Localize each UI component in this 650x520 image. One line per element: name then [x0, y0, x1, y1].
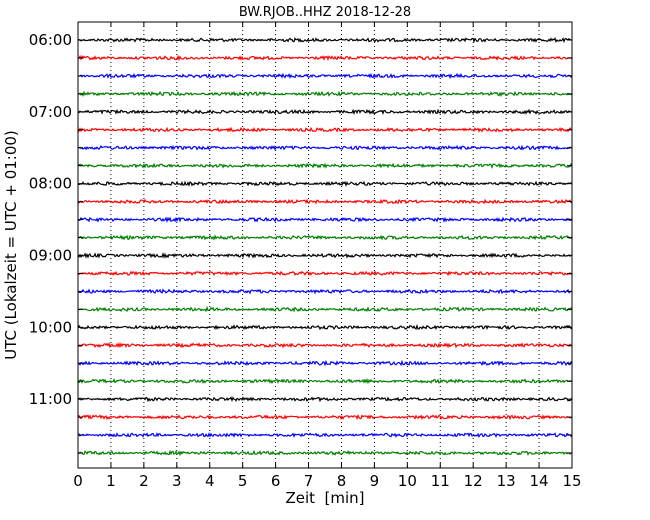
x-tick-label: 14	[530, 472, 549, 490]
seismogram-trace	[77, 126, 573, 133]
seismogram-trace	[77, 341, 573, 349]
seismogram-trace	[77, 234, 573, 241]
x-tick-label: 1	[106, 472, 116, 490]
seismogram-trace	[77, 323, 573, 331]
seismogram-trace	[77, 270, 573, 277]
y-tick-label: 08:00	[29, 175, 72, 193]
x-tick-label: 2	[139, 472, 149, 490]
x-tick-label: 4	[205, 472, 215, 490]
seismogram-trace	[77, 72, 573, 80]
seismogram-trace	[77, 413, 573, 421]
y-tick-label: 09:00	[29, 246, 72, 264]
x-tick-label: 12	[464, 472, 483, 490]
seismogram-trace	[77, 90, 573, 98]
x-tick-label: 13	[497, 472, 516, 490]
seismogram-trace	[77, 108, 573, 116]
axes-frame	[77, 21, 573, 469]
x-tick-label: 11	[431, 472, 450, 490]
chart-title: BW.RJOB..HHZ 2018-12-28	[239, 5, 411, 20]
seismogram-trace	[77, 37, 573, 44]
x-axis-ticks: 0 1 2 3 4 5 6 7 8 9 10 11 12 13 14 15	[73, 22, 582, 490]
x-tick-label: 6	[271, 472, 281, 490]
seismogram-trace	[77, 396, 573, 403]
seismogram-trace	[77, 180, 573, 188]
seismogram-trace	[77, 305, 573, 313]
x-tick-label: 15	[562, 472, 581, 490]
x-tick-label: 3	[172, 472, 182, 490]
seismogram-trace	[77, 216, 573, 224]
y-tick-label: 06:00	[29, 31, 72, 49]
y-tick-label: 11:00	[29, 390, 72, 408]
axes-background	[78, 22, 572, 468]
y-axis-ticks: 06:00 07:00 08:00 09:00 10:00 11:00	[29, 31, 572, 454]
y-tick-label: 10:00	[29, 318, 72, 336]
seismogram-trace	[77, 359, 573, 367]
seismogram-trace	[77, 252, 573, 259]
seismogram-trace	[77, 54, 573, 62]
y-tick-label: 07:00	[29, 103, 72, 121]
seismogram-trace	[77, 198, 573, 205]
x-tick-label: 0	[73, 472, 83, 490]
x-tick-label: 8	[337, 472, 347, 490]
seismogram-trace	[77, 432, 573, 438]
x-axis-label: Zeit [min]	[285, 489, 364, 507]
seismogram-trace	[77, 378, 573, 385]
traces	[77, 37, 573, 457]
x-tick-label: 5	[238, 472, 248, 490]
x-tick-label: 10	[398, 472, 417, 490]
x-tick-label: 9	[370, 472, 380, 490]
seismogram-trace	[77, 144, 572, 151]
y-axis-label: UTC (Lokalzeit = UTC + 01:00)	[2, 130, 20, 360]
seismogram-trace	[77, 288, 573, 295]
seismogram-trace	[77, 162, 573, 170]
seismogram-trace	[77, 449, 573, 457]
x-tick-label: 7	[304, 472, 314, 490]
